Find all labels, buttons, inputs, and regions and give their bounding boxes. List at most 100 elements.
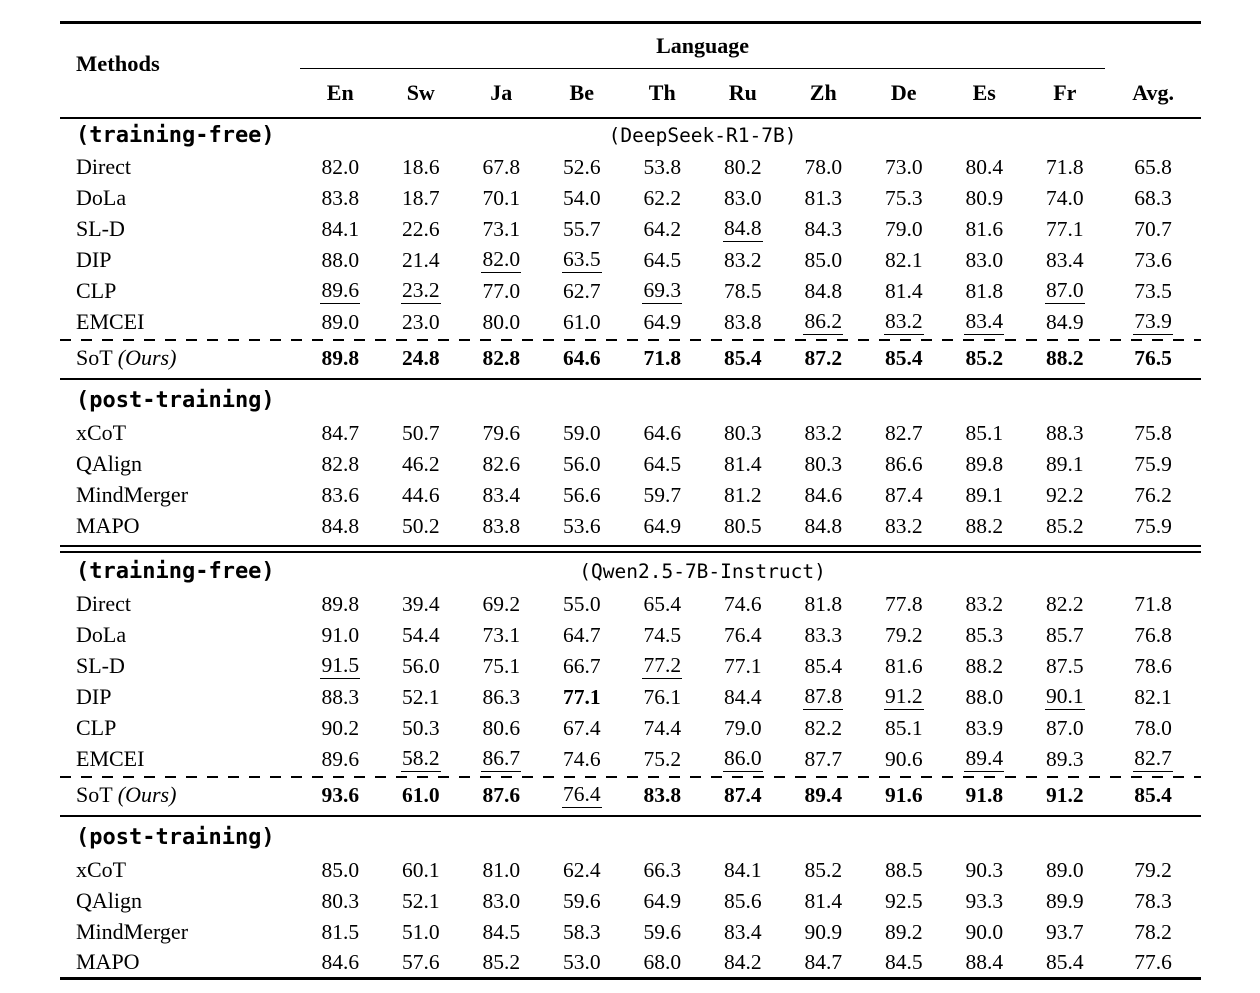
section-divider-double-line <box>60 541 1202 555</box>
method-name: MindMerger <box>76 482 189 507</box>
value-cell: 87.0 <box>1045 715 1084 740</box>
value-cell: 79.0 <box>723 715 762 740</box>
value-cell: 82.2 <box>1045 591 1084 616</box>
value-cell: 66.3 <box>643 857 682 882</box>
value-cell: 65.4 <box>643 591 682 616</box>
value-cell: 59.0 <box>562 420 601 445</box>
value-cell: 53.6 <box>562 513 601 538</box>
underlined-value: 73.9 <box>1133 309 1173 335</box>
method-name-cell: EMCEI <box>60 307 300 338</box>
value-cell: 87.2 <box>804 345 843 370</box>
value-cell: 85.2 <box>965 345 1004 370</box>
value-cell: 82.0 <box>461 245 542 276</box>
section-divider-single <box>60 373 1202 384</box>
value-cell: 86.6 <box>884 451 923 476</box>
value-cell: 24.8 <box>401 345 440 370</box>
method-name-italic-suffix: (Ours) <box>117 345 177 370</box>
section-header-avg-spacer <box>1105 118 1201 152</box>
value-cell: 83.8 <box>482 513 521 538</box>
value-cell: 76.4 <box>542 780 623 811</box>
underlined-value: 69.3 <box>642 278 683 304</box>
value-cell: 76.5 <box>1134 345 1172 370</box>
section-divider-single-line <box>60 810 1202 821</box>
method-name: xCoT <box>76 420 127 445</box>
underlined-value: 89.6 <box>320 278 361 304</box>
table-row: MAPO 84.8 50.2 83.8 53.6 64.9 80.5 84.8 83.2 88.2… <box>60 511 1201 542</box>
value-cell: 64.2 <box>643 216 682 241</box>
table-row: SoT (Ours) 93.6 61.0 87.6 76.4 83.8 87.4 89.4 91… <box>60 780 1201 811</box>
table-row: QAlign 82.8 46.2 82.6 56.0 64.5 81.4 80.3 86.6 89… <box>60 449 1201 480</box>
value-cell: 62.4 <box>562 857 601 882</box>
method-name: DoLa <box>76 622 127 647</box>
value-cell: 54.4 <box>401 622 440 647</box>
value-cell: 64.9 <box>643 888 682 913</box>
underlined-value: 83.4 <box>964 309 1005 335</box>
methods-column-header: Methods <box>60 22 300 119</box>
language-column-header-es: Es <box>944 68 1025 119</box>
value-cell: 85.4 <box>1045 949 1084 974</box>
method-name-cell: QAlign <box>60 449 300 480</box>
underlined-value: 87.8 <box>803 684 844 710</box>
value-cell: 56.0 <box>401 653 440 678</box>
header-row-columns: En Sw Ja Be Th Ru Zh De Es Fr Avg. <box>60 68 1202 119</box>
value-cell: 75.3 <box>884 185 923 210</box>
method-name-cell: DIP <box>60 682 300 713</box>
value-cell: 23.2 <box>381 276 462 307</box>
value-cell: 64.6 <box>643 420 682 445</box>
value-cell: 78.3 <box>1134 888 1172 913</box>
value-cell: 79.0 <box>884 216 923 241</box>
value-cell: 73.1 <box>482 622 521 647</box>
section-type-label: (training-free) <box>76 559 275 584</box>
underlined-value: 77.2 <box>642 653 683 679</box>
value-cell: 62.7 <box>562 278 601 303</box>
avg-header-spacer <box>1105 23 1201 69</box>
method-name-cell: QAlign <box>60 886 300 917</box>
value-cell: 79.2 <box>884 622 923 647</box>
value-cell: 84.7 <box>804 949 843 974</box>
value-cell: 73.6 <box>1134 247 1172 272</box>
value-cell: 85.1 <box>965 420 1004 445</box>
value-cell: 77.8 <box>884 591 923 616</box>
value-cell: 83.2 <box>723 247 762 272</box>
section-type-label: (post-training) <box>76 825 275 850</box>
value-cell: 88.2 <box>965 513 1004 538</box>
value-cell: 70.7 <box>1134 216 1172 241</box>
language-column-header-de: De <box>863 68 944 119</box>
results-table: Methods Language En Sw Ja Be Th Ru Zh De Es Fr Avg… <box>60 21 1202 980</box>
value-cell: 84.8 <box>804 513 843 538</box>
method-name: MAPO <box>76 513 140 538</box>
table-row: DoLa 83.8 18.7 70.1 54.0 62.2 83.0 81.3 75.3 80.9… <box>60 183 1201 214</box>
value-cell: 89.3 <box>1045 746 1084 771</box>
value-cell: 61.0 <box>562 309 601 334</box>
value-cell: 87.4 <box>884 482 923 507</box>
ours-dashed-divider-line <box>60 774 1202 780</box>
value-cell: 85.6 <box>723 888 762 913</box>
value-cell: 76.2 <box>1134 482 1172 507</box>
value-cell: 81.6 <box>965 216 1004 241</box>
method-name: DIP <box>76 684 112 709</box>
value-cell: 69.2 <box>482 591 521 616</box>
value-cell: 85.2 <box>1045 513 1084 538</box>
value-cell: 88.5 <box>884 857 923 882</box>
value-cell: 91.2 <box>864 682 945 713</box>
value-cell: 82.8 <box>482 345 521 370</box>
value-cell: 84.4 <box>723 684 762 709</box>
value-cell: 84.7 <box>321 420 360 445</box>
value-cell: 81.4 <box>884 278 923 303</box>
value-cell: 83.0 <box>482 888 521 913</box>
value-cell: 85.4 <box>723 345 762 370</box>
table-row: CLP 90.2 50.3 80.6 67.4 74.4 79.0 82.2 85.1 83.9 8… <box>60 713 1201 744</box>
value-cell: 87.4 <box>723 782 762 807</box>
value-cell: 75.2 <box>643 746 682 771</box>
value-cell: 83.4 <box>723 919 762 944</box>
ours-dashed-divider <box>60 774 1202 780</box>
value-cell: 86.2 <box>783 307 864 338</box>
value-cell: 73.5 <box>1134 278 1172 303</box>
value-cell: 88.4 <box>965 949 1004 974</box>
value-cell: 83.9 <box>965 715 1004 740</box>
value-cell: 80.0 <box>482 309 521 334</box>
value-cell: 89.9 <box>1045 888 1084 913</box>
value-cell: 62.2 <box>643 185 682 210</box>
value-cell: 58.2 <box>381 744 462 775</box>
value-cell: 90.0 <box>965 919 1004 944</box>
